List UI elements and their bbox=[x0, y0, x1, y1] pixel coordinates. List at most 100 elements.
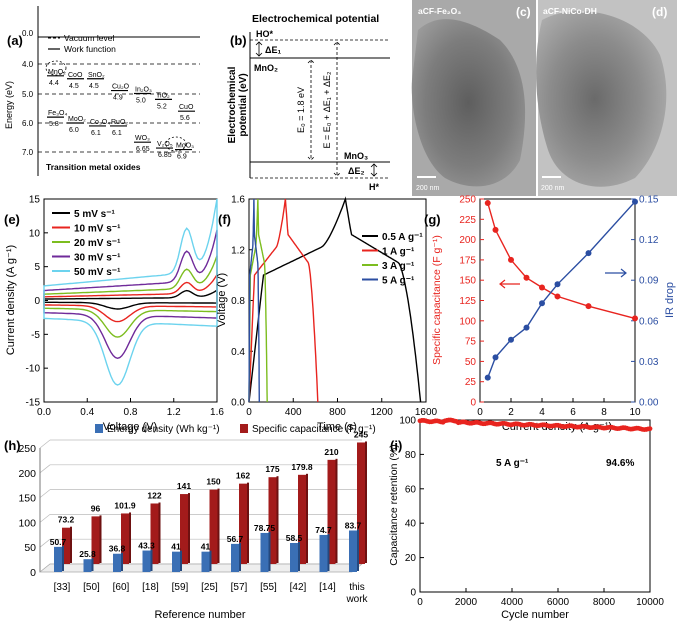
bar-energy-side-1 bbox=[91, 558, 94, 571]
bar-capacitance-side-6 bbox=[247, 482, 249, 563]
bar-capacitance-side-2 bbox=[129, 512, 131, 563]
ho-label: HO* bbox=[256, 29, 274, 39]
e-xtick-label-4: 1.6 bbox=[210, 407, 224, 418]
oxide-name-7: Fe₃O₄ bbox=[48, 110, 67, 117]
i-ytick-label-0: 0 bbox=[410, 588, 416, 599]
panel-e-curves bbox=[43, 198, 218, 386]
tem-d-label: aCF-NiCo-DH bbox=[543, 6, 597, 16]
panel-i: (i) 0 2000 4000 6000 8000 10000 0 20 40 60 80 100 5… bbox=[388, 416, 664, 622]
bar-capacitance-0 bbox=[62, 527, 70, 564]
de2-arrow bbox=[370, 163, 378, 177]
oxide-name-13: MoO₃ bbox=[176, 143, 194, 150]
bar-energy-1 bbox=[83, 559, 92, 572]
mno2-label: MnO₂ bbox=[254, 63, 278, 73]
e-xtick-label-3: 1.2 bbox=[167, 407, 181, 418]
tem-d-scale: 200 nm bbox=[541, 185, 565, 192]
panel-e-label: (e) bbox=[4, 212, 20, 227]
bar-energy-8 bbox=[290, 542, 298, 572]
panel-i-curves bbox=[417, 417, 653, 433]
capacitance-point-0 bbox=[484, 200, 491, 207]
bar-energy-10 bbox=[349, 530, 357, 572]
bar-capacitance-1 bbox=[91, 516, 100, 564]
gcd-curve-1 bbox=[248, 198, 319, 403]
panel-e-ylabel: Current density (A g⁻¹) bbox=[5, 245, 17, 355]
capacitance-point-6 bbox=[585, 303, 592, 310]
g-xtick-label-2: 4 bbox=[539, 407, 545, 418]
h-ytick-label-2: 100 bbox=[18, 517, 36, 529]
panel-i-rate: 5 A g⁻¹ bbox=[496, 458, 529, 469]
oxide-name-6: CuO bbox=[179, 104, 194, 111]
oxide-value-0: 4.4 bbox=[49, 80, 59, 87]
e-ytick-label-6: 15 bbox=[29, 195, 41, 206]
e-ytick-label-1: -10 bbox=[26, 364, 41, 375]
gcd-curve-0 bbox=[248, 196, 422, 403]
h-ytick-label-3: 150 bbox=[18, 493, 36, 505]
bar-energy-9 bbox=[319, 534, 328, 572]
ir-drop-point-4 bbox=[539, 300, 545, 307]
e-xtick-label-1: 0.4 bbox=[80, 407, 94, 418]
g-ytick-right-label-4: 0.12 bbox=[639, 235, 659, 246]
panel-f: (f) 0 400 800 1200 1600 0.0 0.4 0.8 1.2 1.6 0.5 A… bbox=[216, 195, 438, 434]
oxide-value-7: 5.8 bbox=[49, 121, 59, 128]
panel-g-curves bbox=[484, 198, 638, 381]
retention-point-120 bbox=[647, 426, 653, 432]
g-ytick-label-10: 250 bbox=[459, 195, 476, 206]
panel-a-label: (a) bbox=[7, 33, 23, 48]
h-legend-capacitance: Specific capacitance (F g⁻¹) bbox=[252, 424, 376, 435]
h-xtick-label-9: [14] bbox=[319, 582, 336, 593]
h-legend-swatch-energy bbox=[95, 424, 103, 433]
e-xtick-label-0: 0.0 bbox=[37, 407, 51, 418]
e-ytick-label-5: 10 bbox=[29, 228, 41, 239]
label-energy-9: 74.7 bbox=[315, 525, 332, 535]
capacitance-point-5 bbox=[554, 293, 561, 300]
label-capacitance-8: 179.8 bbox=[291, 462, 313, 472]
oxide-value-10: 6.1 bbox=[112, 130, 122, 137]
h-xtick-line-1-10: this bbox=[349, 582, 365, 593]
h-xtick-label-8: [42] bbox=[290, 582, 307, 593]
bar-capacitance-3 bbox=[150, 503, 159, 564]
oxide-name-9: Co₃O₄ bbox=[90, 119, 110, 126]
ir-drop-point-1 bbox=[492, 354, 499, 361]
ytick-a-3: 6.0 bbox=[22, 119, 34, 128]
panel-i-frame bbox=[419, 419, 651, 593]
bar-energy-side-7 bbox=[268, 531, 271, 571]
bar-capacitance-5 bbox=[209, 489, 218, 564]
g-xtick-label-1: 2 bbox=[508, 407, 514, 418]
ir-drop-line bbox=[487, 201, 636, 378]
tem-c-particle bbox=[411, 19, 526, 187]
panel-g-ticks: 0 2 4 6 8 1002550751001251501752002252500.000… bbox=[459, 195, 659, 419]
bar-energy-side-9 bbox=[327, 533, 330, 571]
bar-energy-side-5 bbox=[209, 550, 212, 571]
h-legend-energy: Energy density (Wh kg⁻¹) bbox=[107, 424, 220, 435]
oxide-name-0: MnO₂ bbox=[48, 69, 66, 76]
oxide-value-4: 5.0 bbox=[136, 98, 146, 105]
ir-drop-point-2 bbox=[508, 336, 514, 343]
g-ytick-label-7: 175 bbox=[459, 255, 476, 266]
cv-legend-text-4: 50 mV s⁻¹ bbox=[74, 267, 121, 278]
panel-a-ylabel: Energy (eV) bbox=[4, 81, 14, 129]
oxide-value-9: 6.1 bbox=[91, 130, 101, 137]
h-ytick-label-1: 50 bbox=[24, 542, 36, 554]
oxide-value-8: 6.0 bbox=[69, 127, 79, 134]
gcd-curve-3 bbox=[248, 198, 260, 403]
gcd-legend-text-3: 5 A g⁻¹ bbox=[382, 276, 415, 287]
moo3-highlight-circle bbox=[165, 136, 187, 152]
label-energy-5: 41 bbox=[201, 542, 211, 552]
h-ytick-label-4: 200 bbox=[18, 468, 36, 480]
tem-c-scale: 200 nm bbox=[416, 185, 440, 192]
label-energy-1: 25.8 bbox=[79, 549, 96, 559]
panel-f-label: (f) bbox=[218, 212, 231, 227]
panel-g-label: (g) bbox=[424, 212, 441, 227]
panel-d-label: (d) bbox=[652, 5, 667, 19]
h-xtick-label-3: [18] bbox=[142, 582, 159, 593]
i-ytick-label-3: 60 bbox=[405, 484, 417, 495]
panel-e-legend: 5 mV s⁻¹ 10 mV s⁻¹ 20 mV s⁻¹ 30 mV s⁻¹ 50 mV… bbox=[52, 209, 121, 278]
panel-f-xlabel: Time (s) bbox=[317, 421, 357, 433]
bar-energy-side-3 bbox=[150, 549, 153, 571]
e-ytick-label-3: 0 bbox=[34, 296, 40, 307]
f-ytick-label-4: 1.6 bbox=[231, 195, 245, 206]
ytick-a-2: 5.0 bbox=[22, 90, 34, 99]
bar-capacitance-side-9 bbox=[335, 458, 338, 563]
g-xtick-label-4: 8 bbox=[601, 407, 607, 418]
